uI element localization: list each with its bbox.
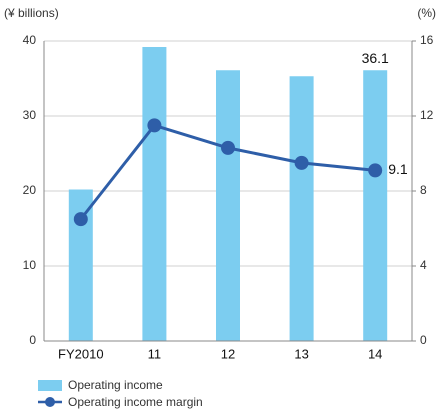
legend-label: Operating income margin — [68, 395, 203, 409]
x-tick-label: 12 — [221, 346, 235, 361]
y-tick-label: 30 — [23, 108, 37, 122]
bar-value-label: 36.1 — [362, 50, 389, 66]
y2-tick-label: 4 — [420, 258, 427, 272]
legend-marker — [45, 397, 55, 407]
y2-tick-label: 0 — [420, 333, 427, 347]
y2-tick-label: 16 — [420, 33, 434, 47]
y-tick-label: 20 — [23, 183, 37, 197]
legend-label: Operating income — [68, 378, 163, 392]
bar — [363, 70, 388, 341]
y2-axis-label: (%) — [417, 6, 436, 20]
x-tick-label: 14 — [368, 346, 382, 361]
y-axis-label: (¥ billions) — [4, 6, 59, 20]
bar — [142, 47, 167, 341]
line-point — [147, 118, 162, 133]
x-tick-label: 13 — [294, 346, 308, 361]
line-point — [294, 155, 309, 170]
y-tick-label: 40 — [23, 33, 37, 47]
y-tick-label: 0 — [29, 333, 36, 347]
bar — [216, 70, 240, 341]
bar — [289, 76, 314, 341]
y2-tick-label: 12 — [420, 108, 434, 122]
line-point — [73, 212, 88, 227]
y2-tick-label: 8 — [420, 183, 427, 197]
line-point — [221, 140, 235, 155]
line-value-label: 9.1 — [388, 161, 408, 177]
legend-swatch — [38, 380, 62, 391]
y-tick-label: 10 — [23, 258, 37, 272]
x-tick-label: 11 — [148, 346, 162, 361]
line-point — [368, 163, 383, 178]
x-tick-label: FY2010 — [58, 346, 104, 361]
